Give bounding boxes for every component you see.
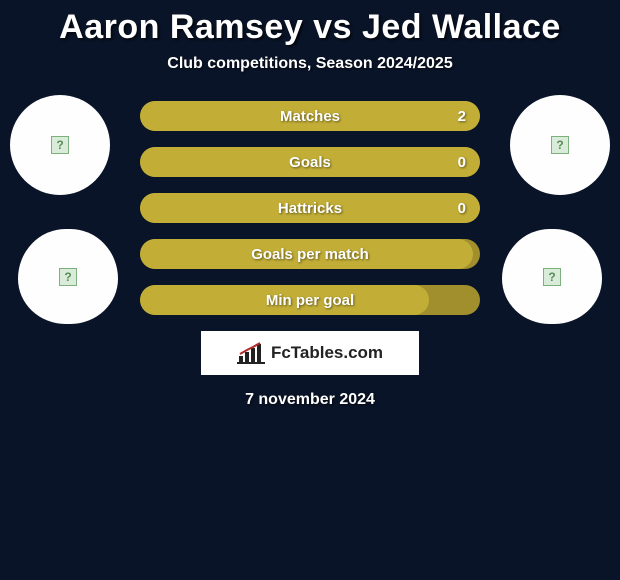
stat-label: Goals (289, 154, 331, 171)
image-placeholder-icon: ? (551, 136, 569, 154)
stat-value: 0 (458, 154, 466, 171)
stat-value: 0 (458, 200, 466, 217)
avatar-player2-primary: ? (510, 95, 610, 195)
page-title: Aaron Ramsey vs Jed Wallace (0, 0, 620, 47)
stat-bar: Goals per match (140, 239, 480, 269)
stat-label: Matches (280, 108, 340, 125)
comparison-area: ? ? ? ? Matches 2 Goals 0 Hattricks 0 Go… (0, 101, 620, 409)
subtitle: Club competitions, Season 2024/2025 (0, 55, 620, 73)
stat-label: Min per goal (266, 292, 354, 309)
image-placeholder-icon: ? (51, 136, 69, 154)
avatar-player1-primary: ? (10, 95, 110, 195)
avatar-player1-secondary: ? (18, 229, 118, 324)
image-placeholder-icon: ? (59, 268, 77, 286)
stat-label: Hattricks (278, 200, 342, 217)
avatar-player2-secondary: ? (502, 229, 602, 324)
stat-bars: Matches 2 Goals 0 Hattricks 0 Goals per … (140, 101, 480, 315)
brand-text: FcTables.com (271, 343, 383, 363)
brand-badge: FcTables.com (201, 331, 419, 375)
stat-bar: Matches 2 (140, 101, 480, 131)
stat-value: 2 (458, 108, 466, 125)
stat-bar: Hattricks 0 (140, 193, 480, 223)
stat-bar: Min per goal (140, 285, 480, 315)
chart-icon (237, 342, 265, 364)
stat-bar: Goals 0 (140, 147, 480, 177)
image-placeholder-icon: ? (543, 268, 561, 286)
stat-label: Goals per match (251, 246, 369, 263)
date-caption: 7 november 2024 (0, 391, 620, 409)
